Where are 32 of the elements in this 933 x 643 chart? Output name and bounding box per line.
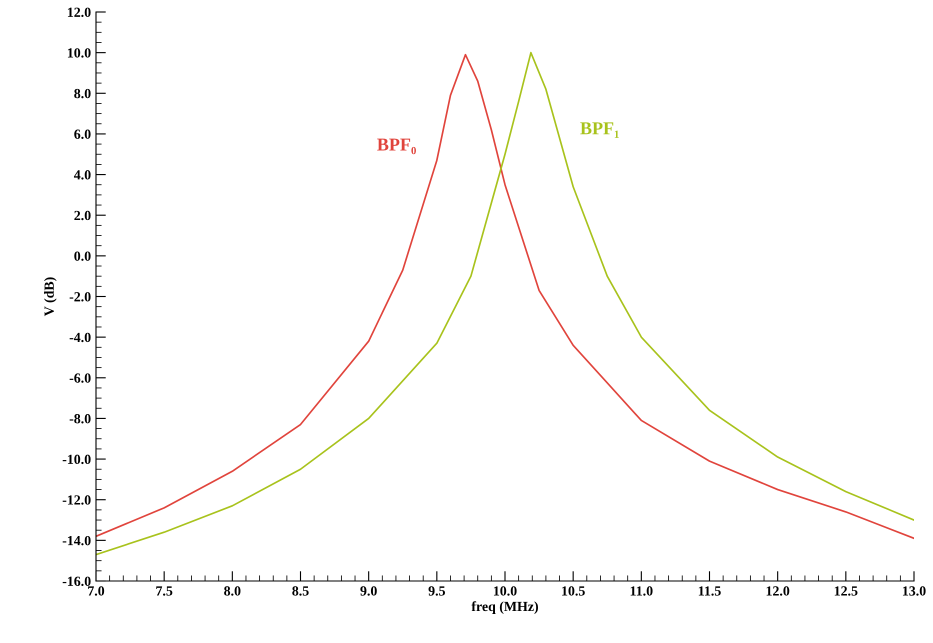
series-label: BPF₀ <box>377 138 416 154</box>
x-tick-label: 10.5 <box>562 586 585 596</box>
y-tick-label: -12.0 <box>62 495 91 505</box>
x-tick-label: 7.5 <box>156 586 172 596</box>
x-axis-title: freq (MHz) <box>471 601 538 614</box>
y-tick-label: 4.0 <box>74 170 91 180</box>
x-tick-label: 7.0 <box>88 586 104 596</box>
y-tick-label: -16.0 <box>62 576 91 586</box>
y-tick-label: 10.0 <box>68 48 91 58</box>
series-label: BPF₁ <box>580 122 619 138</box>
y-tick-label: -2.0 <box>70 292 91 302</box>
x-tick-label: 12.0 <box>766 586 790 596</box>
y-tick-label: 12.0 <box>68 8 91 18</box>
y-tick-label: 8.0 <box>74 88 91 98</box>
y-tick-label: -8.0 <box>70 414 91 424</box>
y-tick-label: 6.0 <box>74 130 91 139</box>
x-tick-label: 9.5 <box>428 586 446 596</box>
y-tick-label: -6.0 <box>70 373 91 383</box>
y-tick-label: 0.0 <box>74 251 91 261</box>
x-tick-label: 13.0 <box>902 586 926 596</box>
x-tick-label: 8.5 <box>292 586 309 596</box>
y-tick-label: 2.0 <box>74 210 91 220</box>
y-tick-label: -4.0 <box>70 332 91 342</box>
x-tick-label: 10.0 <box>494 586 517 596</box>
y-tick-label: -10.0 <box>62 454 91 464</box>
x-tick-label: 11.0 <box>630 586 653 596</box>
x-tick-label: 12.5 <box>834 586 858 596</box>
y-axis-title: V (dB) <box>44 277 57 316</box>
x-tick-label: 9.0 <box>360 586 377 596</box>
x-tick-label: 8.0 <box>224 586 240 596</box>
y-tick-label: -14.0 <box>62 536 91 546</box>
x-tick-label: 11.5 <box>698 586 721 596</box>
